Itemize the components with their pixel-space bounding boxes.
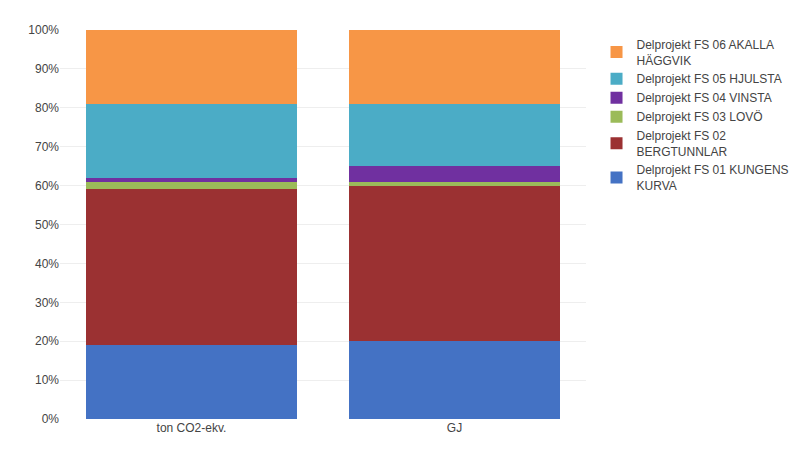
svg-text:20%: 20% bbox=[35, 334, 59, 348]
svg-text:30%: 30% bbox=[35, 296, 59, 310]
svg-text:Delprojekt FS 01 KUNGENSKURVA: Delprojekt FS 01 KUNGENSKURVA bbox=[637, 163, 789, 193]
svg-text:90%: 90% bbox=[35, 62, 59, 76]
svg-text:0%: 0% bbox=[42, 412, 60, 426]
svg-text:60%: 60% bbox=[35, 179, 59, 193]
svg-text:10%: 10% bbox=[35, 373, 59, 387]
svg-text:70%: 70% bbox=[35, 140, 59, 154]
svg-text:40%: 40% bbox=[35, 257, 59, 271]
svg-text:Delprojekt FS 04 VINSTA: Delprojekt FS 04 VINSTA bbox=[637, 91, 772, 105]
svg-text:ton CO2-ekv.: ton CO2-ekv. bbox=[157, 421, 227, 435]
svg-text:80%: 80% bbox=[35, 101, 59, 115]
svg-text:Delprojekt FS 03 LOVÖ: Delprojekt FS 03 LOVÖ bbox=[637, 110, 763, 124]
svg-text:GJ: GJ bbox=[447, 421, 462, 435]
svg-text:Delprojekt FS 06 AKALLAHÄGGVIK: Delprojekt FS 06 AKALLAHÄGGVIK bbox=[637, 38, 774, 68]
svg-text:Delprojekt FS 05 HJULSTA: Delprojekt FS 05 HJULSTA bbox=[637, 72, 782, 86]
svg-text:50%: 50% bbox=[35, 218, 59, 232]
svg-text:100%: 100% bbox=[28, 23, 59, 37]
svg-text:Delprojekt FS 02BERGTUNNLAR: Delprojekt FS 02BERGTUNNLAR bbox=[637, 129, 728, 159]
